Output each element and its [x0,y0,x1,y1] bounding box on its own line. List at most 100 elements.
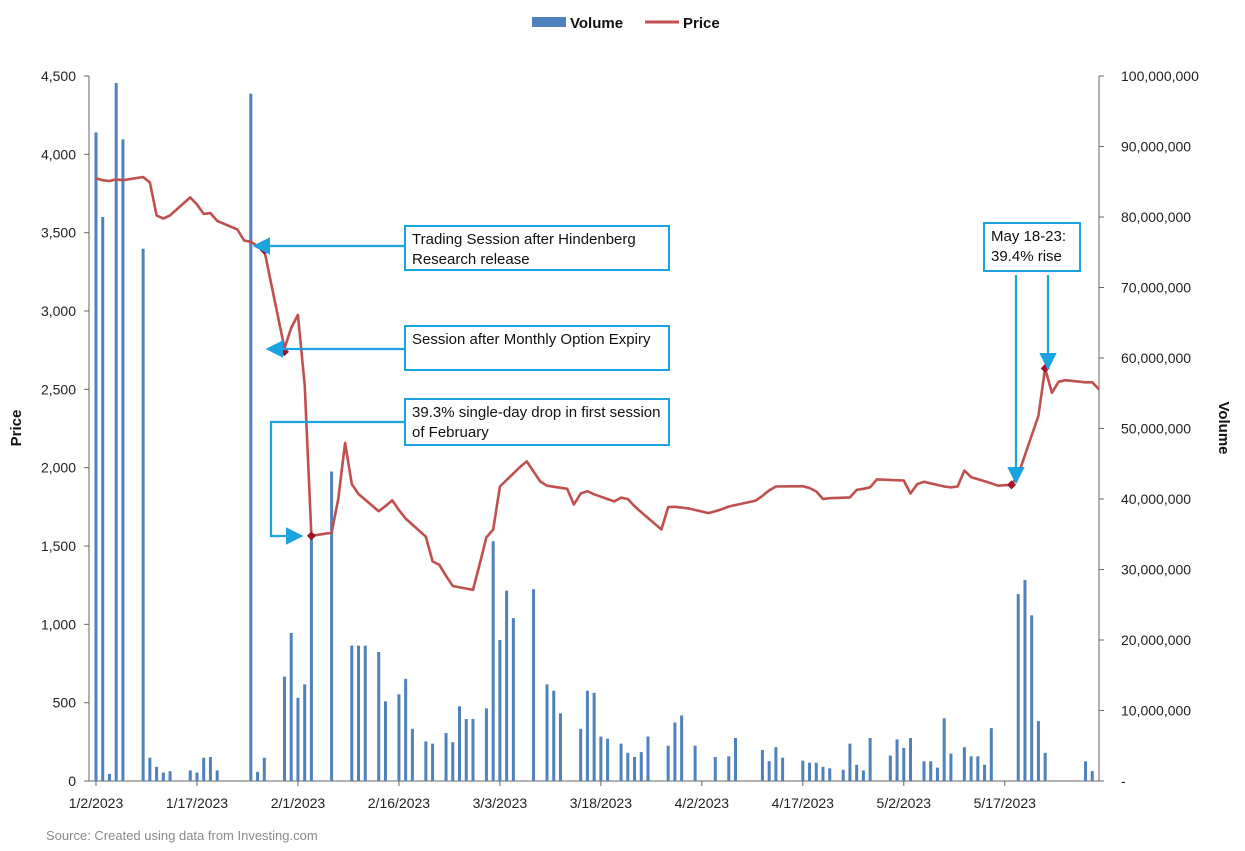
volume-bar [1016,594,1020,781]
event-markers [259,245,1050,541]
volume-bar [848,743,852,781]
volume-bar [410,728,414,781]
volume-bar [814,762,818,781]
left-axis-tick-label: 2,500 [41,381,76,397]
source-note: Source: Created using data from Investin… [46,828,318,843]
x-axis-tick-label: 5/17/2023 [974,795,1036,811]
volume-bar [532,589,536,781]
volume-bar [855,764,859,781]
volume-bar [599,736,603,781]
volume-bar [141,248,145,782]
right-axis-tick-label: - [1121,773,1126,789]
x-axis-tick-label: 4/2/2023 [675,795,730,811]
volume-bar [168,771,172,781]
volume-bar [646,736,650,781]
volume-bar [545,684,549,781]
volume-bar [282,676,286,781]
x-axis-tick-label: 3/3/2023 [473,795,528,811]
volume-bar [821,766,825,781]
left-axis-tick-label: 1,000 [41,616,76,632]
volume-bar [498,640,502,781]
right-axis-tick-label: 20,000,000 [1121,632,1191,648]
volume-bar [935,767,939,781]
volume-bar [633,757,637,781]
volume-bar [444,733,448,781]
volume-bar [606,738,610,781]
x-axis-tick-label: 1/17/2023 [166,795,228,811]
volume-bar [1084,761,1088,781]
x-axis-tick-label: 1/2/2023 [69,795,124,811]
volume-bar [895,739,899,781]
drop-arrow [269,420,405,545]
volume-bar [1036,721,1040,781]
volume-bar [713,757,717,781]
volume-bar [397,694,401,781]
volume-bar [161,772,165,781]
volume-bar [680,715,684,781]
volume-bar [458,706,462,781]
right-axis: - 10,000,000 20,000,000 30,000,000 40,000,00… [1098,68,1199,789]
volume-bar [350,645,354,781]
volume-bar [464,718,468,781]
volume-bar [1030,615,1034,781]
right-axis-tick-label: 10,000,000 [1121,703,1191,719]
volume-bar [781,757,785,781]
right-axis-tick-label: 100,000,000 [1121,68,1199,84]
price-line [95,175,1100,592]
volume-bar [195,772,199,781]
volume-series [94,83,1094,782]
volume-bar [767,761,771,781]
volume-bar [983,764,987,781]
volume-bar [922,761,926,781]
volume-bar [309,534,313,781]
callout-may-rise: May 18-23: 39.4% rise [983,222,1081,272]
volume-bar [976,756,980,781]
left-axis-tick-label: 500 [53,695,77,711]
legend-volume-label: Volume [570,15,623,32]
volume-bar [505,590,509,781]
volume-bar [841,769,845,781]
volume-bar [424,741,428,781]
left-axis-tick-label: 1,500 [41,538,76,554]
volume-bar [902,747,906,781]
volume-bar [256,771,260,781]
volume-bar [909,737,913,781]
left-axis: 0 500 1,000 1,500 2,000 2,500 3,000 3,500 4,000 4… [41,68,90,789]
volume-bar [666,745,670,781]
volume-bar [471,718,475,781]
callout-hindenburg: Trading Session after Hindenberg Researc… [404,225,670,271]
volume-bar [491,541,495,781]
volume-bar [774,747,778,781]
volume-bar [989,728,993,781]
volume-bar [969,756,973,781]
volume-bar [552,690,556,781]
volume-bar [1090,771,1094,781]
volume-bar [511,618,515,781]
volume-bar [484,708,488,781]
x-axis-tick-label: 2/16/2023 [368,795,430,811]
right-axis-tick-label: 50,000,000 [1121,421,1191,437]
volume-bar [303,684,307,781]
volume-bar [619,743,623,781]
volume-bar [148,757,152,781]
volume-bar [942,718,946,781]
x-axis: 1/2/2023 1/17/2023 2/1/2023 2/16/2023 3/3/20… [69,780,1099,811]
right-axis-tick-label: 80,000,000 [1121,209,1191,225]
volume-bar [949,753,953,781]
volume-bar [377,651,381,781]
volume-bar [188,770,192,781]
volume-bar [101,217,105,781]
volume-bar [861,770,865,781]
volume-bar [208,757,212,781]
volume-bar [404,678,408,781]
volume-bar [929,761,933,781]
volume-bar [431,743,435,781]
volume-bar [888,755,892,781]
volume-bar [107,773,111,781]
x-axis-tick-label: 3/18/2023 [570,795,632,811]
volume-bar [202,757,206,781]
left-axis-tick-label: 4,000 [41,146,76,162]
right-axis-tick-label: 30,000,000 [1121,562,1191,578]
right-axis-tick-label: 70,000,000 [1121,280,1191,296]
volume-bar [585,690,589,781]
